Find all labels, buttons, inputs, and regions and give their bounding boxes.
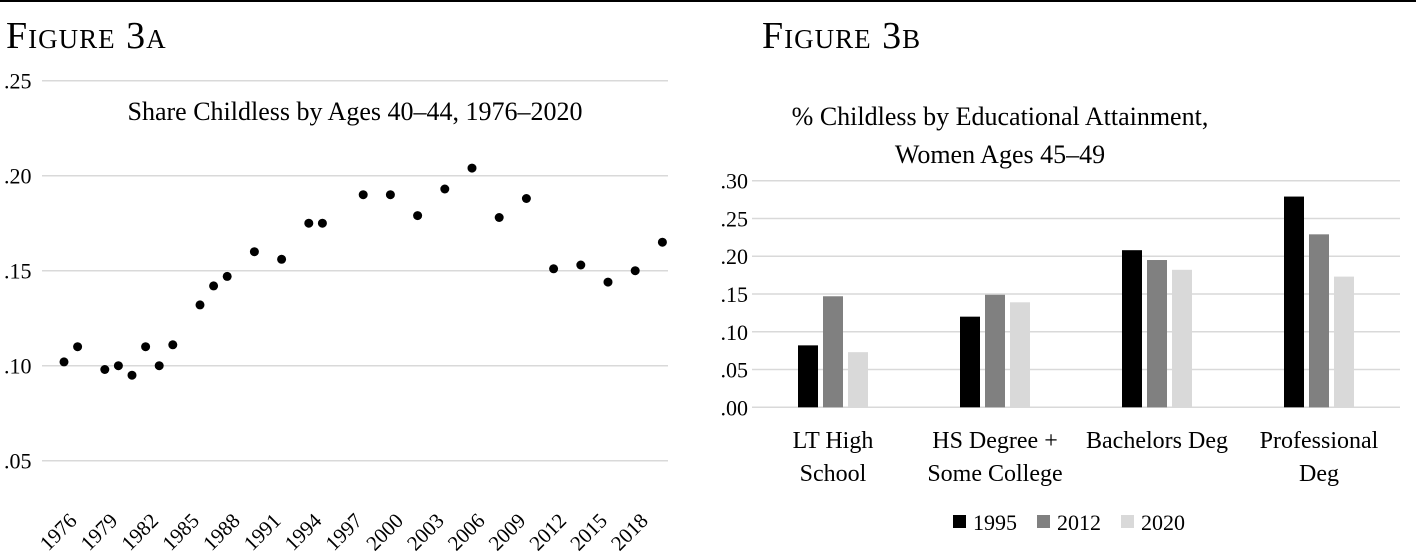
y-tick-label: .00 — [721, 395, 749, 420]
data-point — [209, 281, 219, 291]
y-tick-label: .30 — [721, 169, 749, 194]
data-point — [195, 300, 205, 310]
x-category-label: Deg — [1299, 461, 1339, 487]
data-point — [249, 247, 259, 257]
legend-swatch-2012 — [1037, 515, 1050, 528]
legend-label: 1995 — [973, 510, 1017, 535]
data-point — [154, 361, 164, 371]
y-tick-label: .05 — [721, 358, 749, 383]
data-point — [73, 342, 83, 352]
data-point — [168, 340, 178, 350]
bar-1995 — [960, 316, 980, 408]
legend-swatch-1995 — [953, 515, 966, 528]
chart-title: Share Childless by Ages 40–44, 1976–2020 — [128, 97, 583, 126]
bar-1995 — [1284, 196, 1304, 408]
bar-2020 — [1172, 269, 1192, 408]
x-category-label: School — [800, 461, 867, 487]
bar-2020 — [1010, 302, 1030, 408]
bar-2012 — [823, 296, 843, 408]
y-tick-label: .10 — [4, 354, 32, 379]
bar-1995 — [1122, 250, 1142, 408]
y-tick-label: .25 — [721, 206, 749, 231]
data-point — [358, 190, 368, 200]
data-point — [100, 365, 110, 374]
bar-2012 — [985, 294, 1005, 408]
data-point — [467, 163, 477, 173]
data-point — [304, 218, 314, 228]
data-point — [657, 237, 667, 247]
top-rule — [0, 0, 1416, 2]
bar-2020 — [848, 352, 868, 408]
x-category-label: Some College — [927, 461, 1062, 487]
figure-3b-label: Figure 3b — [762, 15, 922, 57]
data-point — [521, 194, 531, 203]
data-point — [440, 184, 450, 194]
y-tick-label: .20 — [4, 164, 32, 189]
legend-label: 2012 — [1057, 510, 1101, 535]
data-point — [494, 213, 504, 222]
x-category-label: HS Degree + — [932, 428, 1058, 454]
chart-title: Women Ages 45–49 — [895, 140, 1105, 169]
y-tick-label: .15 — [721, 282, 749, 307]
data-point — [59, 357, 69, 367]
data-point — [222, 271, 232, 281]
chart-title: % Childless by Educational Attainment, — [792, 102, 1209, 131]
y-tick-label: .25 — [4, 69, 32, 94]
y-tick-label: .15 — [4, 259, 32, 284]
data-point — [630, 266, 640, 276]
legend-label: 2020 — [1141, 510, 1185, 535]
data-point — [413, 211, 423, 221]
y-tick-label: .20 — [721, 244, 749, 269]
data-point — [317, 218, 327, 228]
data-point — [385, 190, 395, 200]
x-category-label: LT High — [793, 428, 874, 454]
y-tick-label: .05 — [4, 449, 32, 474]
data-point — [603, 277, 613, 287]
data-point — [113, 361, 123, 371]
data-point — [127, 370, 137, 380]
bar-2012 — [1147, 260, 1167, 408]
data-point — [576, 260, 586, 270]
bar-1995 — [798, 345, 818, 408]
data-point — [141, 342, 151, 352]
bar-2012 — [1309, 234, 1329, 408]
scatter-chart-3a: .05 .10 .15 .20 .25 Share Childless by Ages 4… — [4, 69, 668, 555]
bar-2020 — [1334, 276, 1354, 408]
data-point — [549, 264, 559, 274]
data-point — [277, 254, 287, 264]
x-category-label: Bachelors Deg — [1086, 428, 1228, 454]
y-tick-label: .10 — [721, 320, 749, 345]
x-category-label: Professional — [1260, 428, 1379, 454]
figure-3a-label: Figure 3a — [6, 15, 167, 57]
legend-swatch-2020 — [1121, 515, 1134, 528]
